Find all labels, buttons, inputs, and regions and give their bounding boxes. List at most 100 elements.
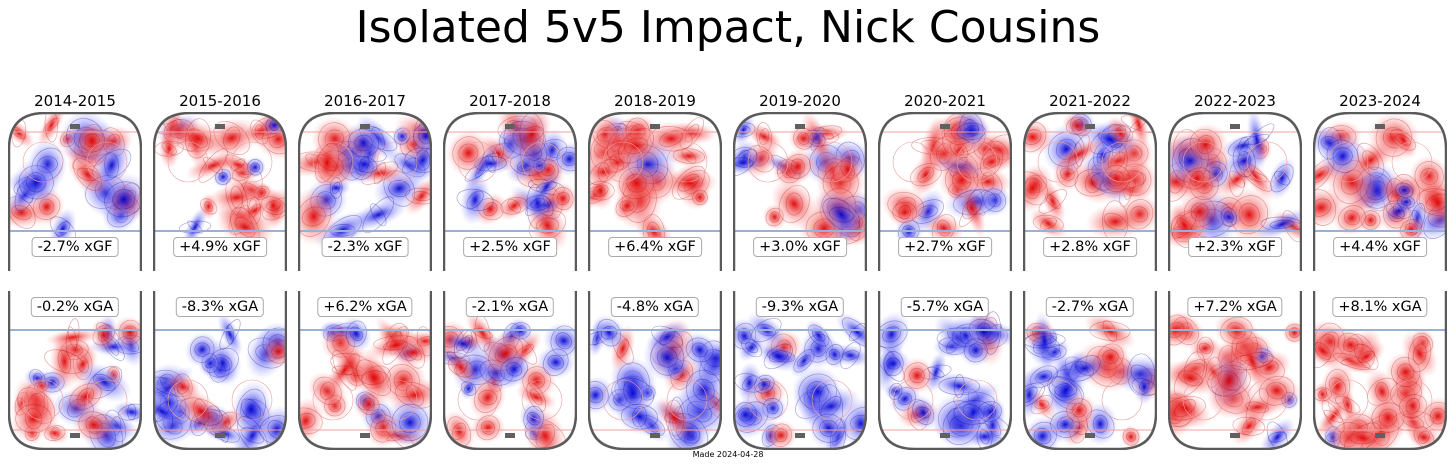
negative-heat-blob — [12, 157, 61, 207]
positive-heat-blob — [1051, 137, 1106, 172]
xgf-label: +4.4% xGF — [1333, 237, 1427, 257]
rink-heatmap — [878, 112, 1012, 271]
positive-heat-blob — [1417, 172, 1446, 232]
xgf-label: +3.0% xGF — [753, 237, 847, 257]
season-label: 2020-2021 — [904, 92, 986, 110]
xgf-rink-panel: +2.5% xGF — [443, 112, 577, 272]
chart-title: Isolated 5v5 Impact, Nick Cousins — [355, 2, 1101, 53]
negative-heat-blob — [518, 401, 549, 437]
positive-heat-blob — [1189, 336, 1222, 361]
negative-heat-blob — [1391, 180, 1417, 201]
negative-heat-blob — [244, 156, 267, 179]
positive-heat-blob — [112, 316, 141, 349]
xgf-label: +4.9% xGF — [173, 237, 267, 257]
positive-heat-blob — [45, 328, 100, 347]
positive-heat-blob — [49, 332, 80, 392]
positive-heat-blob — [444, 350, 477, 384]
negative-heat-blob — [535, 345, 576, 380]
positive-heat-blob — [1314, 331, 1345, 371]
negative-heat-blob — [879, 311, 911, 358]
xgf-label: +2.3% xGF — [1188, 237, 1282, 257]
xga-rink-panel: -0.2% xGA — [8, 290, 142, 450]
xga-rink-panel: -8.3% xGA — [153, 290, 287, 450]
positive-heat-blob — [1396, 386, 1430, 426]
rink-heatmap — [298, 291, 432, 450]
negative-heat-blob — [154, 393, 189, 430]
negative-heat-blob — [403, 136, 431, 185]
positive-heat-blob — [261, 187, 286, 224]
xgf-label: -2.3% xGF — [321, 237, 409, 257]
positive-heat-blob — [512, 113, 552, 163]
positive-heat-blob — [1061, 393, 1097, 428]
xgf-rink-panel: +6.4% xGF — [588, 112, 722, 272]
positive-heat-blob — [1332, 199, 1371, 236]
rink-heatmap — [1023, 112, 1157, 271]
positive-heat-blob — [1401, 330, 1439, 378]
positive-heat-blob — [170, 119, 226, 158]
season-label: 2019-2020 — [759, 92, 841, 110]
xgf-label: +2.5% xGF — [463, 237, 557, 257]
negative-heat-blob — [383, 396, 431, 449]
xga-rink-panel: +8.1% xGA — [1313, 290, 1447, 450]
season-label: 2015-2016 — [179, 92, 261, 110]
rink-heatmap — [153, 291, 287, 450]
positive-heat-blob — [1347, 340, 1386, 373]
positive-heat-blob — [174, 387, 228, 436]
positive-heat-blob — [365, 331, 426, 360]
xgf-rink-panel: +3.0% xGF — [733, 112, 867, 272]
positive-heat-blob — [1170, 203, 1199, 247]
negative-heat-blob — [737, 333, 766, 362]
xga-label: -5.7% xGA — [900, 297, 990, 317]
positive-heat-blob — [689, 187, 711, 208]
season-label: 2021-2022 — [1049, 92, 1131, 110]
negative-heat-blob — [217, 311, 243, 357]
positive-heat-blob — [72, 406, 116, 445]
positive-heat-blob — [832, 146, 864, 193]
rink-heatmap — [298, 112, 432, 271]
negative-heat-blob — [98, 172, 141, 227]
xgf-label: +6.4% xGF — [608, 237, 702, 257]
negative-heat-blob — [1133, 368, 1156, 406]
negative-heat-blob — [345, 152, 383, 176]
negative-heat-blob — [614, 397, 665, 436]
negative-heat-blob — [348, 198, 409, 232]
positive-heat-blob — [1389, 121, 1418, 159]
negative-heat-blob — [589, 375, 615, 415]
xga-label: -2.1% xGA — [465, 297, 555, 317]
negative-heat-blob — [734, 150, 768, 175]
positive-heat-blob — [764, 420, 798, 449]
xga-label: -2.7% xGA — [1045, 297, 1135, 317]
negative-heat-blob — [678, 361, 721, 419]
positive-heat-blob — [1183, 123, 1229, 167]
negative-heat-blob — [1222, 143, 1266, 179]
negative-heat-blob — [1268, 156, 1296, 200]
rink-heatmap — [1168, 291, 1302, 450]
positive-heat-blob — [515, 384, 557, 410]
positive-heat-blob — [1314, 381, 1332, 407]
positive-heat-blob — [184, 151, 242, 180]
xga-rink-panel: +6.2% xGA — [298, 290, 432, 450]
positive-heat-blob — [1127, 113, 1150, 150]
rink-heatmap — [1023, 291, 1157, 450]
negative-heat-blob — [496, 350, 532, 388]
positive-heat-blob — [446, 129, 491, 177]
positive-heat-blob — [1097, 159, 1136, 198]
negative-heat-blob — [790, 343, 818, 378]
negative-heat-blob — [340, 316, 372, 352]
positive-heat-blob — [606, 126, 666, 166]
made-date: Made 2024-04-28 — [692, 450, 764, 459]
rink-heatmap — [8, 291, 142, 450]
season-label: 2016-2017 — [324, 92, 406, 110]
xga-rink-panel: +7.2% xGA — [1168, 290, 1302, 450]
negative-heat-blob — [1259, 417, 1295, 449]
negative-heat-blob — [756, 340, 800, 373]
xgf-rink-panel: +4.4% xGF — [1313, 112, 1447, 272]
xgf-rink-panel: +4.9% xGF — [153, 112, 287, 272]
positive-heat-blob — [1346, 140, 1395, 180]
positive-heat-blob — [1205, 351, 1253, 410]
xga-rink-panel: -4.8% xGA — [588, 290, 722, 450]
xgf-rink-panel: -2.3% xGF — [298, 112, 432, 272]
rink-heatmap — [588, 291, 722, 450]
positive-heat-blob — [66, 152, 109, 197]
